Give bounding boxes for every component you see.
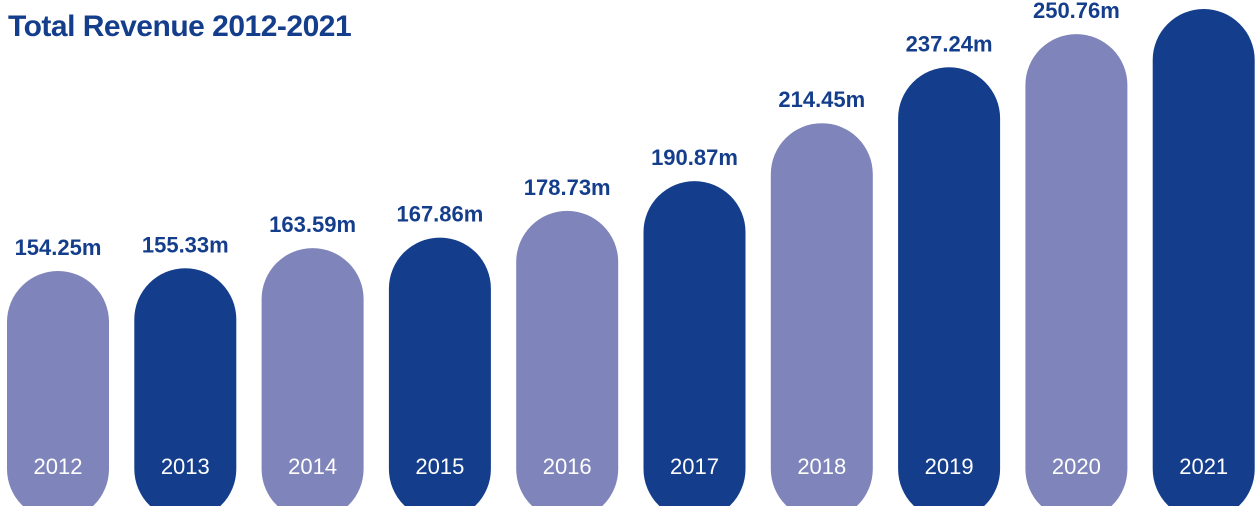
value-label-2020: 250.76m bbox=[1033, 0, 1120, 23]
year-label-2015: 2015 bbox=[415, 454, 464, 479]
year-label-2019: 2019 bbox=[925, 454, 974, 479]
year-label-2018: 2018 bbox=[797, 454, 846, 479]
value-label-2017: 190.87m bbox=[651, 145, 738, 170]
value-label-2016: 178.73m bbox=[524, 175, 611, 200]
bar-2015 bbox=[388, 237, 491, 506]
value-label-2018: 214.45m bbox=[778, 87, 865, 112]
value-label-2012: 154.25m bbox=[15, 235, 102, 260]
chart-title: Total Revenue 2012-2021 bbox=[8, 10, 352, 43]
year-label-2014: 2014 bbox=[288, 454, 337, 479]
value-label-2013: 155.33m bbox=[142, 232, 229, 257]
year-label-2020: 2020 bbox=[1052, 454, 1101, 479]
value-label-2019: 237.24m bbox=[906, 31, 993, 56]
bar-2018 bbox=[770, 123, 873, 506]
bar-2012 bbox=[7, 271, 109, 506]
year-label-2017: 2017 bbox=[670, 454, 719, 479]
bar-2017 bbox=[643, 181, 746, 506]
year-label-2013: 2013 bbox=[161, 454, 210, 479]
value-label-2015: 167.86m bbox=[396, 202, 483, 227]
bar-2020 bbox=[1025, 34, 1128, 506]
year-label-2021: 2021 bbox=[1179, 454, 1228, 479]
bar-2016 bbox=[516, 210, 619, 506]
bar-2019 bbox=[898, 67, 1001, 506]
bar-2021 bbox=[1152, 9, 1255, 506]
bar-2013 bbox=[134, 268, 237, 506]
year-label-2016: 2016 bbox=[543, 454, 592, 479]
value-label-2014: 163.59m bbox=[269, 212, 356, 237]
bar-2014 bbox=[261, 248, 364, 506]
year-label-2012: 2012 bbox=[34, 454, 83, 479]
